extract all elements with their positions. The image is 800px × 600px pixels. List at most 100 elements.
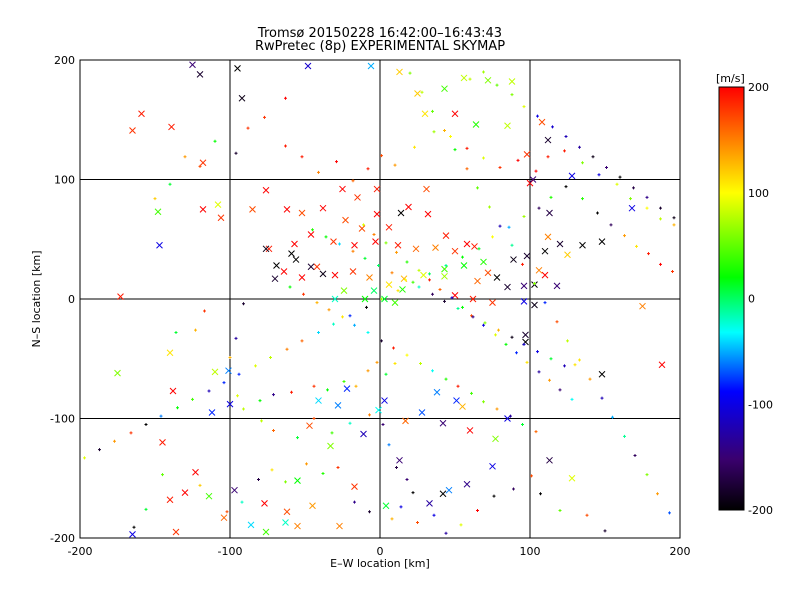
data-point-plus (380, 154, 383, 158)
data-point-plus (645, 195, 649, 199)
data-point-plus (456, 384, 460, 388)
data-point-x (442, 232, 450, 240)
data-point-x (370, 287, 378, 294)
data-point-x (546, 209, 553, 217)
plot-area: -200 -100 0 100 200 -200 -100 0 100 200 (50, 54, 690, 558)
data-point-plus (290, 390, 293, 394)
data-point-plus (494, 333, 497, 337)
data-point-x (405, 203, 412, 211)
data-point-x (402, 417, 409, 425)
data-point-plus (507, 225, 511, 229)
data-point-plus (113, 439, 116, 443)
data-point-x (172, 528, 180, 536)
data-point-plus (659, 262, 662, 266)
data-point-plus (522, 342, 526, 346)
data-point-plus (198, 483, 202, 487)
data-point-x (382, 502, 390, 510)
data-point-x (129, 531, 136, 538)
data-point-x (340, 287, 348, 294)
data-point-x (154, 208, 162, 216)
data-point-x (294, 522, 301, 530)
data-point-x (217, 214, 225, 222)
data-point-x (319, 204, 327, 212)
data-point-x (238, 94, 246, 102)
data-point-x (199, 206, 207, 213)
data-point-plus (408, 71, 412, 75)
data-point-plus (242, 302, 245, 306)
data-point-plus (365, 305, 368, 309)
data-point-x (292, 256, 300, 263)
data-point-x (474, 277, 481, 285)
data-point-plus (375, 360, 379, 364)
data-point-x (391, 299, 399, 306)
data-point-plus (534, 430, 538, 434)
data-point-plus (578, 358, 581, 362)
data-point-x (381, 397, 388, 404)
data-point-plus (515, 351, 518, 355)
data-point-plus (348, 314, 352, 318)
data-point-x (484, 269, 492, 277)
data-point-plus (573, 363, 577, 367)
data-point-plus (380, 339, 383, 343)
data-point-plus (332, 322, 335, 326)
data-point-x (199, 159, 207, 167)
data-point-x (504, 122, 511, 130)
data-point-x (463, 240, 471, 248)
data-point-plus (672, 216, 676, 220)
data-point-plus (512, 487, 515, 491)
colorbar-tick-label: 100 (748, 187, 769, 200)
data-point-plus (390, 271, 394, 275)
data-point-plus (416, 520, 419, 524)
data-point-plus (354, 384, 358, 388)
data-point-plus (405, 260, 409, 264)
data-point-x (445, 486, 453, 494)
data-point-plus (207, 389, 211, 393)
data-point-x (309, 502, 316, 510)
data-point-plus (645, 473, 649, 477)
data-point-x (522, 331, 529, 339)
data-point-plus (461, 305, 464, 309)
data-point-plus (129, 431, 133, 435)
data-point-x (658, 361, 666, 369)
data-point-x (426, 499, 433, 507)
data-point-plus (144, 507, 148, 511)
data-point-plus (144, 422, 148, 426)
data-point-x (231, 486, 238, 494)
data-point-plus (263, 115, 266, 119)
data-point-x (399, 286, 406, 293)
data-point-plus (168, 182, 172, 186)
chart-subtitle: RwPretec (8p) EXPERIMENTAL SKYMAP (255, 39, 505, 54)
data-point-x (214, 201, 222, 208)
data-point-plus (456, 307, 460, 311)
data-point-plus (461, 255, 464, 259)
data-point-x (234, 65, 241, 72)
data-point-plus (563, 364, 566, 368)
data-point-plus (237, 372, 241, 376)
data-point-plus (272, 428, 275, 432)
y-tick-label: 100 (54, 174, 75, 187)
data-point-plus (153, 197, 157, 201)
data-point-plus (417, 285, 421, 289)
data-point-plus (443, 299, 446, 303)
data-point-plus (477, 247, 481, 251)
data-point-x (598, 238, 606, 245)
data-point-x (520, 282, 528, 290)
data-point-plus (420, 90, 424, 94)
data-point-x (385, 281, 393, 289)
x-tick-label: -200 (68, 545, 93, 558)
data-point-plus (543, 301, 547, 305)
data-point-x (354, 194, 361, 201)
data-point-plus (351, 249, 355, 253)
data-point-x (394, 241, 402, 249)
colorbar: [m/s] 200 100 0 -100 -200 (716, 72, 773, 517)
data-point-plus (548, 378, 551, 382)
data-point-x (225, 367, 232, 375)
data-point-x (418, 409, 426, 416)
data-point-plus (629, 197, 632, 201)
data-point-plus (668, 511, 671, 515)
data-point-x (546, 456, 553, 464)
data-point-x (283, 206, 291, 213)
data-point-plus (522, 105, 526, 109)
data-point-plus (558, 509, 562, 513)
data-point-x (396, 456, 403, 464)
